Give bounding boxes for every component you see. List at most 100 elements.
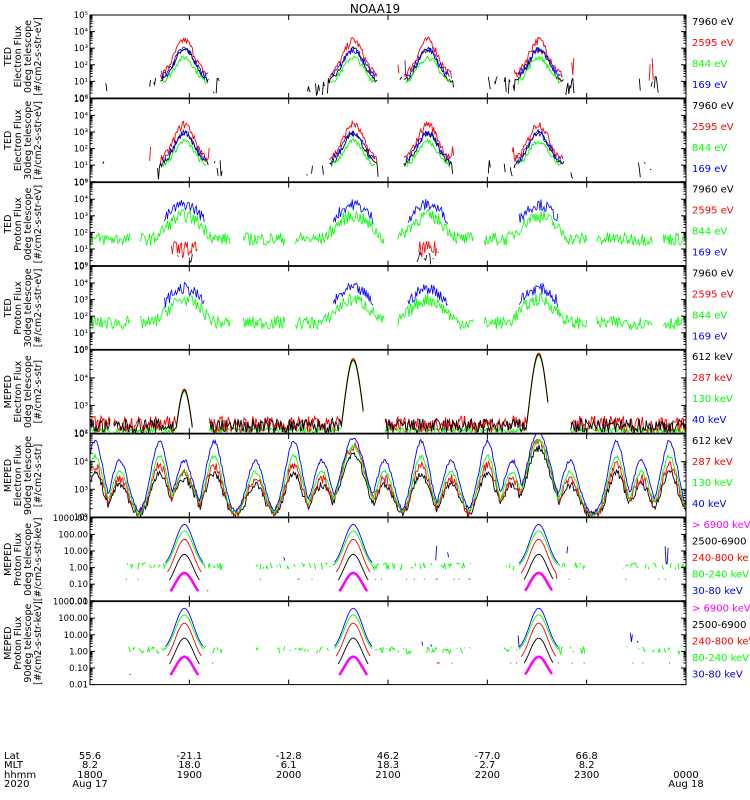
y-tick-label: 10⁵ xyxy=(74,95,88,105)
y-tick-label: 10⁴ xyxy=(74,458,89,468)
x-tick-value: 0000 xyxy=(673,770,698,781)
panel-ted-proton-0deg: 10⁰ 10¹ 10² 10³ 10⁴ 10⁵ TED Proton Flux 0deg tel… xyxy=(3,179,734,272)
panel-frame xyxy=(89,14,687,99)
y-tick-label: 10⁵ xyxy=(74,262,88,272)
y-axis-label-line: TED xyxy=(3,131,14,151)
y-tick-label: 10⁰ xyxy=(74,94,89,104)
series-line-0000ff xyxy=(166,608,685,647)
y-tick-label: 10² xyxy=(74,228,88,238)
y-tick-label: 10⁰ xyxy=(74,262,89,272)
panel-frame xyxy=(89,349,687,434)
y-axis-label-line: [#/cm2-s-str-keV] xyxy=(33,517,44,601)
series-line-00ff00 xyxy=(162,55,562,85)
y-axis-label-line: Proton Flux xyxy=(13,616,24,670)
y-tick-label: 10⁵ xyxy=(74,179,88,189)
y-axis-label-line: [#/cm2-s-str-eV] xyxy=(33,101,44,180)
legend-entry: 612 keV xyxy=(692,352,733,363)
y-tick-label: 100.00 xyxy=(58,530,88,540)
y-tick-label: 10³ xyxy=(74,402,88,412)
legend-entry: 2595 eV xyxy=(692,122,734,133)
y-tick-label: 10⁴ xyxy=(74,279,89,289)
series-line-000000 xyxy=(90,353,686,434)
legend-entry: 2500-6900 xyxy=(692,536,747,547)
y-axis-label-line: 30deg telescope xyxy=(23,268,34,347)
legend-entry: 2595 eV xyxy=(692,38,734,49)
legend-entry: 240-800 keV xyxy=(692,637,750,648)
y-axis-label-line: MEPED xyxy=(3,543,14,576)
legend-entry: 2595 eV xyxy=(692,289,734,300)
panel-ted-electron-0deg: 10⁰ 10¹ 10² 10³ 10⁴ 10⁵ TED Electron Flux 0deg t… xyxy=(3,11,734,104)
y-axis-label-line: Electron Flux xyxy=(13,25,24,87)
y-axis-label-line: 0deg telescope xyxy=(23,20,34,93)
y-tick-label: 10³ xyxy=(74,44,88,54)
series-meped-electron-90deg xyxy=(90,434,686,517)
y-tick-label: 1000.00 xyxy=(53,598,88,608)
panel-frame xyxy=(89,98,687,183)
y-tick-label: 10² xyxy=(74,513,88,523)
y-axis-label-line: 0deg telescope xyxy=(23,355,34,428)
legend-entry: > 6900 keV xyxy=(692,520,750,531)
x-date-label: Aug 17 xyxy=(72,779,107,790)
legend-entry: 612 keV xyxy=(692,436,733,447)
axis-row-label: MLT xyxy=(4,760,24,771)
x-tick-value: 8.2 xyxy=(579,760,595,771)
legend-entry: 130 keV xyxy=(692,478,733,489)
legend-entry: 7960 eV xyxy=(692,268,734,279)
legend-entry: 2595 eV xyxy=(692,206,734,217)
x-tick-value: 18.0 xyxy=(178,760,200,771)
y-tick-label: 100.00 xyxy=(58,614,88,624)
legend-entry: 7960 eV xyxy=(692,101,734,112)
legend-entry: 80-240 keV xyxy=(692,569,749,580)
y-tick-label: 1.00 xyxy=(69,564,88,574)
y-tick-label: 10.00 xyxy=(64,547,88,557)
legend-entry: 2500-6900 xyxy=(692,620,747,631)
axis-row-label: Lat xyxy=(4,751,20,762)
y-axis-label-line: 0deg telescope xyxy=(23,523,34,596)
x-tick-value: 46.2 xyxy=(377,751,399,762)
series-line-ff0000 xyxy=(168,623,680,663)
axis-row-label: hhmm xyxy=(4,770,36,781)
chart-title: NOAA19 xyxy=(350,2,400,16)
x-tick-value: 66.8 xyxy=(576,751,598,762)
y-axis-label-line: Proton Flux xyxy=(13,197,24,251)
y-axis-label-line: MEPED xyxy=(3,626,14,659)
x-tick-value: 18.3 xyxy=(377,760,399,771)
y-axis-label-line: Proton Flux xyxy=(13,532,24,586)
y-axis-label-line: Electron Flux xyxy=(13,360,24,422)
series-line-ff00ff xyxy=(169,655,553,676)
series-line-00ff00 xyxy=(90,292,686,331)
y-tick-label: 10⁵ xyxy=(74,430,88,440)
panel-meped-electron-90deg: 10² 10³ 10⁴ 10⁵ MEPED Electron Flux 90deg tele… xyxy=(3,430,733,523)
panel-meped-proton-0deg: 0.01 0.10 1.00 10.00 100.00 1000.00 MEPED Proto… xyxy=(3,514,750,607)
legend-entry: 287 keV xyxy=(692,373,733,384)
series-line-00ff00 xyxy=(128,614,686,656)
x-date-label: Aug 18 xyxy=(668,779,703,790)
legend-entry: 844 eV xyxy=(692,310,727,321)
y-axis-label-line: MEPED xyxy=(3,459,14,492)
y-axis-label-line: [#/cm2-s-str] xyxy=(33,360,44,423)
series-line-ff0000 xyxy=(171,240,438,259)
legend-entry: 844 eV xyxy=(692,143,727,154)
y-axis-label-line: [#/cm2-s-str-eV] xyxy=(33,269,44,348)
legend-entry: 844 eV xyxy=(692,227,727,238)
x-tick-value: -12.8 xyxy=(276,751,302,762)
series-line-ff00ff xyxy=(169,571,553,592)
y-tick-label: 10³ xyxy=(74,128,88,138)
series-line-00ff00 xyxy=(90,355,686,434)
legend-entry: 844 eV xyxy=(692,59,727,70)
series-line-000000 xyxy=(170,554,646,591)
y-tick-label: 1.00 xyxy=(69,647,88,657)
y-axis-label-line: 0deg telescope xyxy=(23,188,34,261)
series-line-0000ff xyxy=(163,130,647,164)
y-tick-label: 10¹ xyxy=(74,329,88,339)
x-tick-value: 6.1 xyxy=(281,760,297,771)
series-line-ff0000 xyxy=(90,352,686,434)
legend-entry: 169 eV xyxy=(692,331,727,342)
series-line-00ff00 xyxy=(162,138,561,168)
y-tick-label: 10⁴ xyxy=(74,111,89,121)
panel-meped-proton-90deg: 0.01 0.10 1.00 10.00 100.00 1000.00 MEPED Proto… xyxy=(3,598,750,691)
series-line-ff0000 xyxy=(160,36,654,81)
y-axis-label-line: [#/cm2-s-str] xyxy=(33,444,44,507)
